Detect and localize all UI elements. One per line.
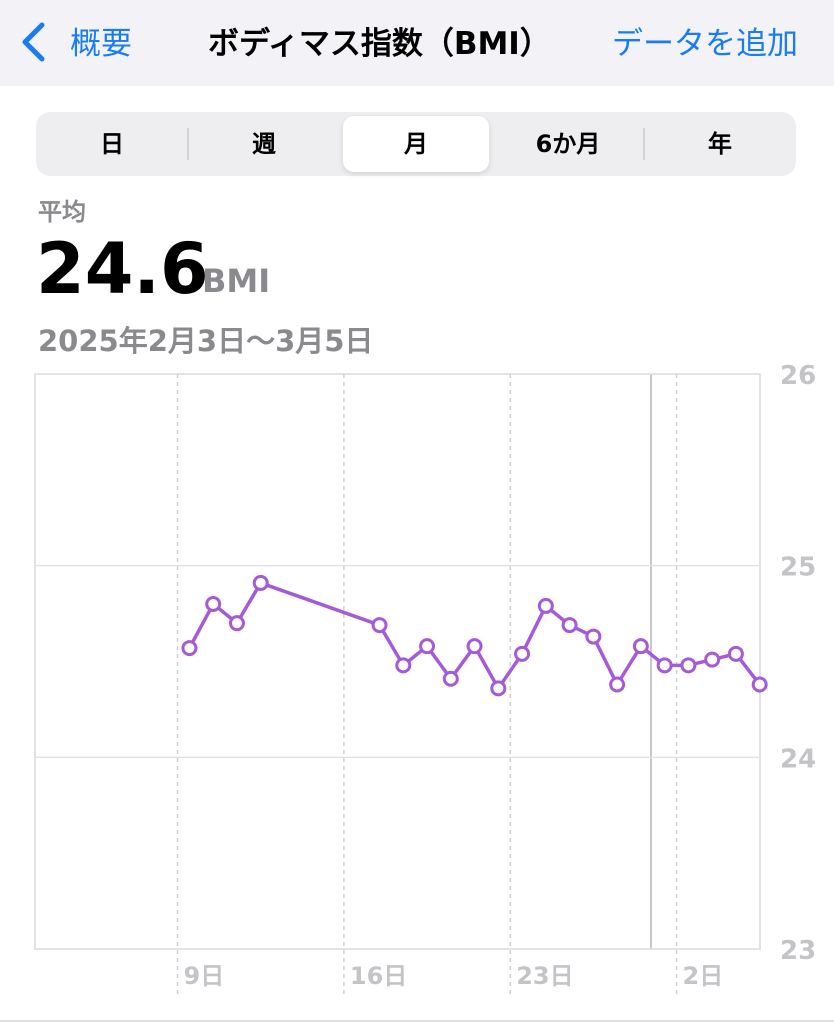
data-point (632, 638, 649, 655)
segment[interactable]: 月 (343, 116, 489, 172)
chart: 23 24 25 26 9日 16日 23日 2日 (0, 361, 834, 1022)
x-tick-label: 16日 (350, 962, 407, 990)
segment[interactable]: 日 (100, 130, 124, 158)
data-point (466, 638, 483, 655)
data-point (252, 574, 269, 591)
x-tick-label: 2日 (683, 962, 724, 990)
x-tick-label: 9日 (184, 962, 225, 990)
add-data-button[interactable]: データを追加 (612, 26, 798, 62)
data-point (537, 597, 554, 614)
nav-title: ボディマス指数（BMI） (208, 26, 551, 62)
line-segment (187, 602, 215, 650)
data-point (704, 651, 721, 668)
segment-separator (643, 128, 645, 160)
segment[interactable]: 6か月 (535, 130, 601, 158)
data-point (228, 615, 245, 632)
data-point (561, 617, 578, 634)
data-point (442, 670, 459, 687)
summary-label: 平均 (38, 198, 86, 226)
line-segment (472, 644, 501, 691)
data-point (680, 657, 697, 674)
data-point (205, 596, 222, 612)
data-point (371, 617, 388, 634)
line-segment (591, 634, 619, 687)
data-point (490, 680, 507, 697)
data-point (514, 645, 531, 662)
segment[interactable]: 年 (708, 130, 732, 158)
y-tick-label: 26 (780, 361, 816, 391)
data-point (656, 657, 673, 674)
data-point (419, 638, 436, 655)
summary-unit: BMI (202, 262, 271, 300)
y-tick-label: 23 (780, 936, 816, 966)
data-point (751, 676, 768, 693)
y-tick-label: 25 (780, 553, 816, 583)
nav-bar: 概要 ボディマス指数（BMI） データを追加 (0, 0, 834, 86)
data-point (727, 645, 744, 662)
segment[interactable]: 週 (252, 130, 276, 158)
segmented-control: 日 週 月 6か月 年 (36, 112, 796, 176)
data-point (181, 640, 198, 657)
segment-separator (187, 128, 189, 160)
line-segment (258, 581, 382, 627)
back-button[interactable]: 概要 (70, 26, 132, 62)
y-tick-label: 24 (780, 744, 816, 774)
data-point (585, 628, 602, 645)
data-point (609, 676, 626, 693)
data-point (395, 657, 412, 674)
line-segment (520, 604, 548, 656)
date-range: 2025年2月3日〜3月5日 (38, 324, 374, 358)
back-icon[interactable] (18, 22, 48, 62)
summary-value: 24.6 (36, 228, 209, 310)
x-tick-label: 23日 (516, 962, 573, 990)
